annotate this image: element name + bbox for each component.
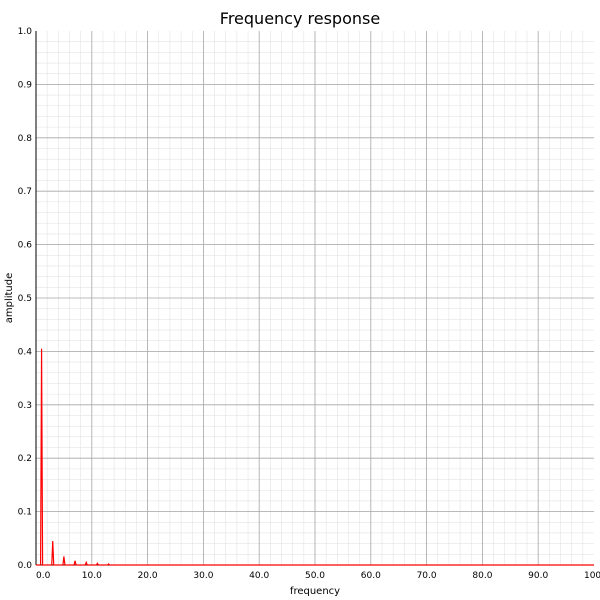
y-tick-label: 0.4 [18, 347, 33, 357]
x-axis-label: frequency [290, 586, 340, 597]
y-tick-label: 0.5 [18, 294, 32, 304]
y-tick-label: 0.8 [18, 134, 33, 144]
y-tick-label: 0.2 [18, 454, 32, 464]
x-tick-label: 10.0 [82, 571, 102, 581]
y-tick-label: 0.9 [18, 80, 33, 90]
x-tick-labels: 0.0 10.0 20.0 30.0 40.0 50.0 60.0 70.0 80.0 90.0 1… [36, 571, 600, 581]
chart-title: Frequency response [220, 9, 380, 28]
x-tick-label: 0.0 [36, 571, 51, 581]
y-tick-label: 0.1 [18, 508, 32, 518]
x-tick-label: 30.0 [193, 571, 213, 581]
y-tick-label: 0.3 [18, 401, 32, 411]
y-tick-label: 1.0 [18, 27, 33, 37]
x-tick-label: 80.0 [472, 571, 492, 581]
y-tick-label: 0.6 [18, 241, 33, 251]
major-grid [36, 31, 594, 565]
x-tick-label: 60.0 [361, 571, 381, 581]
x-tick-label: 90.0 [528, 571, 548, 581]
x-tick-label: 70.0 [417, 571, 437, 581]
x-tick-label: 20.0 [138, 571, 158, 581]
y-tick-labels: 0.0 0.1 0.2 0.3 0.4 0.5 0.6 0.7 0.8 0.9 1.0 [18, 27, 33, 571]
y-tick-label: 0.7 [18, 187, 32, 197]
x-tick-label: 40.0 [249, 571, 269, 581]
x-tick-label: 50.0 [305, 571, 325, 581]
series-group [36, 348, 594, 566]
x-tick-label: 100. [584, 571, 600, 581]
y-tick-label: 0.0 [18, 561, 33, 571]
y-axis-label: amplitude [4, 273, 15, 324]
